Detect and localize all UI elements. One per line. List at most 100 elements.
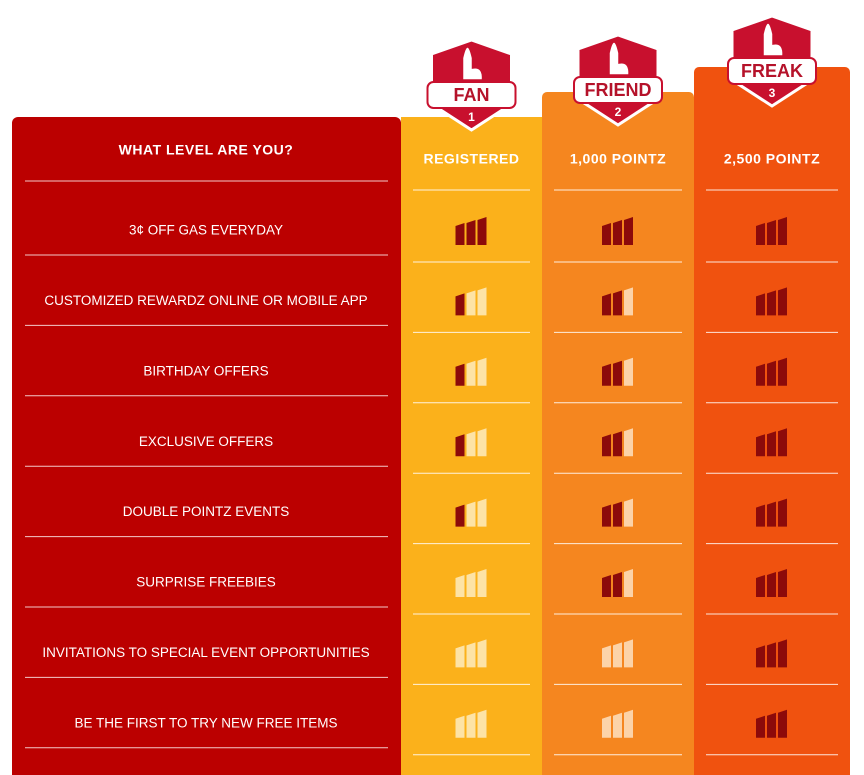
tier-badge: FREAK 3 xyxy=(727,14,817,108)
bar-segment xyxy=(756,504,765,527)
feature-label: DOUBLE POINTZ EVENTS xyxy=(123,504,290,519)
badge-name: FAN xyxy=(454,85,490,105)
bar-segment xyxy=(767,360,776,386)
bar-segment xyxy=(624,428,633,457)
bar-segment xyxy=(455,504,465,527)
bar-segment xyxy=(455,363,465,386)
tier-points: REGISTERED xyxy=(423,151,519,167)
bar-segment xyxy=(602,575,611,597)
bar-segment xyxy=(455,223,465,245)
level-bars xyxy=(756,357,787,386)
bar-segment xyxy=(756,645,765,668)
bar-segment xyxy=(767,431,776,457)
feature-label: EXCLUSIVE OFFERS xyxy=(139,434,273,449)
bar-segment xyxy=(477,217,487,245)
tier-badge: FAN 1 xyxy=(426,38,517,132)
bar-segment xyxy=(624,217,633,245)
level-bars xyxy=(756,709,787,738)
bar-segment xyxy=(778,709,787,738)
level-bars xyxy=(455,639,487,668)
level-bars xyxy=(455,217,487,245)
bar-segment xyxy=(455,715,465,738)
bar-segment xyxy=(613,360,622,386)
badge-banner xyxy=(573,76,663,104)
level-bars xyxy=(455,428,487,457)
bar-segment xyxy=(477,709,487,738)
bar-segment xyxy=(602,363,611,386)
bar-segment xyxy=(455,434,465,457)
bar-segment xyxy=(778,569,787,597)
bar-segment xyxy=(624,357,633,386)
badge-rank: 1 xyxy=(468,110,475,124)
bar-segment xyxy=(778,357,787,386)
bar-segment xyxy=(477,569,487,597)
bar-segment xyxy=(613,220,622,245)
bar-segment xyxy=(613,572,622,597)
feature-label: 3¢ OFF GAS EVERYDAY xyxy=(129,223,283,238)
bar-segment xyxy=(778,428,787,457)
bar-segment xyxy=(624,287,633,316)
bar-segment xyxy=(778,287,787,316)
feature-label: CUSTOMIZED REWARDZ ONLINE OR MOBILE APP xyxy=(44,293,367,308)
badge-banner xyxy=(426,81,517,109)
badge-banner xyxy=(727,57,817,85)
bar-segment xyxy=(602,293,611,316)
bar-segment xyxy=(613,431,622,457)
bar-segment xyxy=(477,357,487,386)
tier-points: 1,000 POINTZ xyxy=(570,151,666,167)
bar-segment xyxy=(767,220,776,245)
bar-segment xyxy=(477,428,487,457)
level-bars xyxy=(602,217,633,245)
tier-badge: FRIEND 2 xyxy=(573,33,663,127)
badge-name: FREAK xyxy=(741,61,803,81)
bar-segment xyxy=(466,290,476,316)
bar-segment xyxy=(602,434,611,457)
freak-column xyxy=(694,67,850,775)
bar-segment xyxy=(778,498,787,527)
feature-label: BIRTHDAY OFFERS xyxy=(143,363,268,378)
bar-segment xyxy=(455,645,465,668)
bar-segment xyxy=(778,639,787,668)
level-bars xyxy=(602,287,633,316)
bar-segment xyxy=(602,223,611,245)
bar-segment xyxy=(477,639,487,668)
badge-rank: 2 xyxy=(615,105,622,119)
level-bars xyxy=(455,569,487,597)
level-bars xyxy=(455,357,487,386)
level-bars xyxy=(602,428,633,457)
bar-segment xyxy=(466,431,476,457)
bar-segment xyxy=(767,642,776,668)
bar-segment xyxy=(602,645,611,668)
bar-segment xyxy=(477,287,487,316)
level-bars xyxy=(756,287,787,316)
level-bars xyxy=(455,498,487,527)
level-bars xyxy=(756,569,787,597)
bar-segment xyxy=(613,712,622,738)
feature-label: INVITATIONS TO SPECIAL EVENT OPPORTUNITI… xyxy=(42,645,369,660)
bar-segment xyxy=(778,217,787,245)
bar-segment xyxy=(756,575,765,597)
bar-segment xyxy=(466,712,476,738)
bar-segment xyxy=(756,223,765,245)
bar-segment xyxy=(602,715,611,738)
badge-hand xyxy=(762,22,784,57)
bar-segment xyxy=(466,572,476,597)
bar-segment xyxy=(455,575,465,597)
bar-segment xyxy=(455,293,465,316)
level-bars xyxy=(455,709,487,738)
bar-segment xyxy=(602,504,611,527)
feature-panel xyxy=(12,117,401,775)
bar-segment xyxy=(756,434,765,457)
level-bars xyxy=(602,498,633,527)
bar-segment xyxy=(466,360,476,386)
bar-segment xyxy=(466,642,476,668)
level-bars xyxy=(756,639,787,668)
badge-hand xyxy=(608,41,630,76)
bar-segment xyxy=(613,501,622,527)
bar-segment xyxy=(624,639,633,668)
bar-segment xyxy=(767,712,776,738)
bar-segment xyxy=(767,290,776,316)
level-bars xyxy=(756,498,787,527)
level-bars xyxy=(602,357,633,386)
